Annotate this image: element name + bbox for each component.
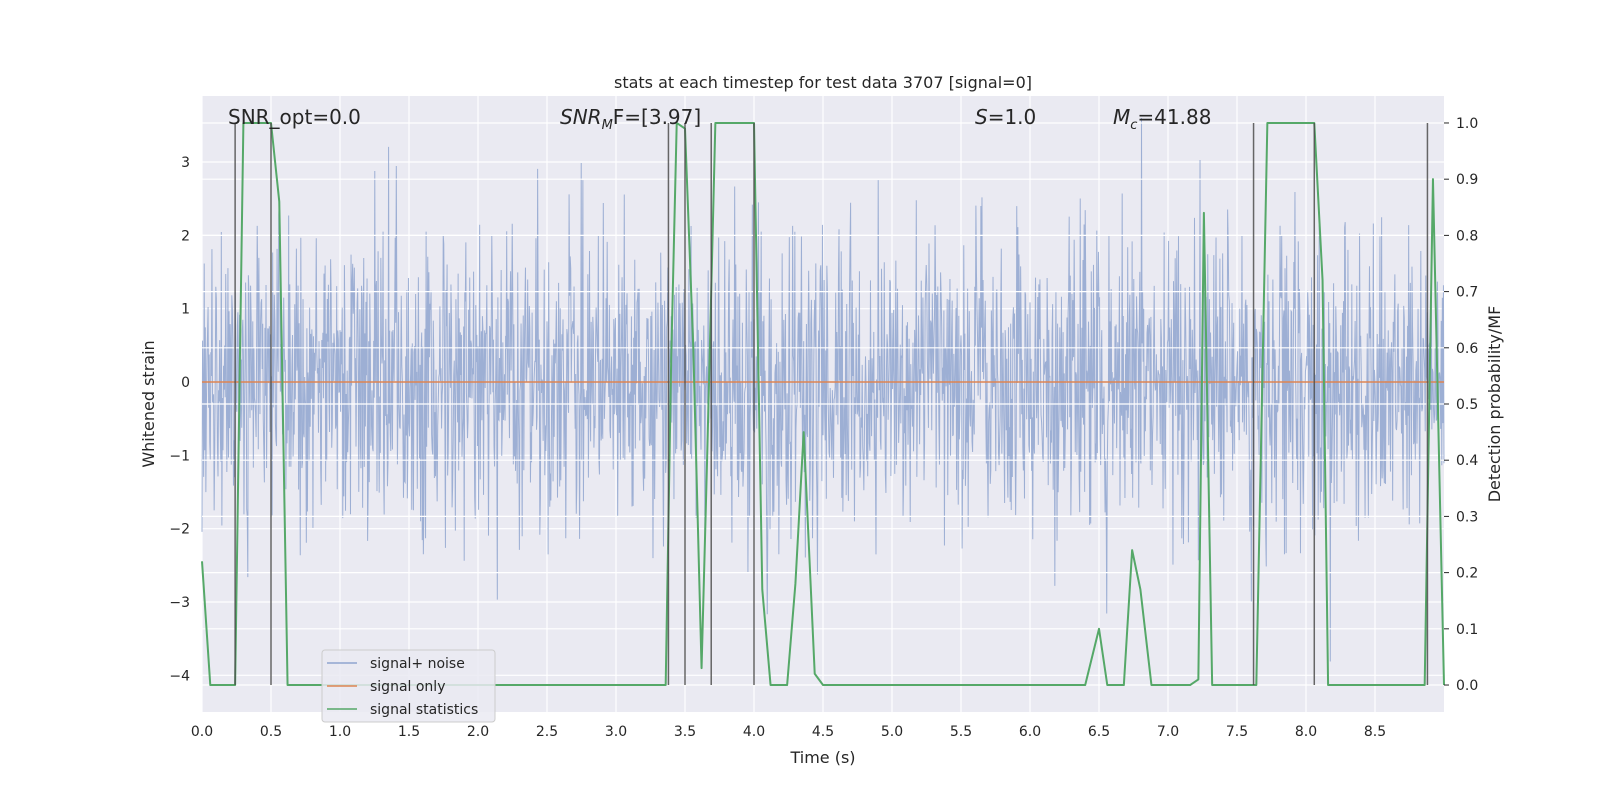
x-tick-label: 0.5 bbox=[260, 724, 282, 740]
legend: signal+ noise signal only signal statist… bbox=[321, 649, 496, 723]
y-left-tick-label: −4 bbox=[169, 668, 190, 684]
x-tick-label: 5.5 bbox=[950, 724, 972, 740]
annotation-snr-opt: SNR_opt=0.0 bbox=[228, 105, 361, 129]
annotation-mc-rest: =41.88 bbox=[1137, 105, 1211, 129]
y-left-tick-label: −1 bbox=[169, 448, 190, 464]
x-tick-label: 2.0 bbox=[467, 724, 489, 740]
x-tick-label: 8.5 bbox=[1364, 724, 1386, 740]
x-tick-label: 7.0 bbox=[1157, 724, 1179, 740]
y-left-tick-label: 0 bbox=[181, 375, 190, 391]
x-tick-label: 1.5 bbox=[398, 724, 420, 740]
y-right-tick-label: 0.5 bbox=[1456, 397, 1478, 413]
legend-label-signal-noise: signal+ noise bbox=[370, 656, 465, 672]
x-tick-label: 7.5 bbox=[1226, 724, 1248, 740]
x-tick-label: 2.5 bbox=[536, 724, 558, 740]
chart-title: stats at each timestep for test data 370… bbox=[614, 73, 1032, 92]
y-axis-label-right: Detection probability/MF bbox=[1485, 306, 1504, 503]
annotation-snr-mf-sub: M bbox=[602, 118, 613, 133]
y-right-tick-label: 0.1 bbox=[1456, 622, 1478, 638]
signal-noise-line bbox=[201, 117, 1445, 662]
x-tick-label: 6.0 bbox=[1019, 724, 1041, 740]
y-right-tick-label: 0.3 bbox=[1456, 509, 1478, 525]
x-tick-label: 3.0 bbox=[605, 724, 627, 740]
y-left-tick-label: −2 bbox=[169, 522, 190, 538]
y-right-tick-label: 0.0 bbox=[1456, 678, 1478, 694]
y-axis-label-left: Whitened strain bbox=[139, 340, 158, 467]
x-tick-label: 5.0 bbox=[881, 724, 903, 740]
y-left-tick-label: −3 bbox=[169, 595, 190, 611]
annotation-s-var: S bbox=[975, 105, 988, 129]
noise-series bbox=[201, 117, 1445, 662]
annotation-snr-mf-base: SNR bbox=[560, 105, 602, 129]
legend-label-signal-only: signal only bbox=[370, 679, 445, 695]
annotation-mc-sub: c bbox=[1130, 118, 1137, 133]
x-tick-label: 1.0 bbox=[329, 724, 351, 740]
y-left-tick-label: 1 bbox=[181, 302, 190, 318]
y-left-tick-label: 2 bbox=[181, 228, 190, 244]
x-axis-label: Time (s) bbox=[789, 748, 855, 767]
y-right-tick-label: 0.7 bbox=[1456, 285, 1478, 301]
x-tick-label: 4.0 bbox=[743, 724, 765, 740]
annotation-snr-mf: SNRMF=[3.97] bbox=[560, 105, 701, 133]
y-right-tick-label: 0.4 bbox=[1456, 453, 1478, 469]
vertical-markers bbox=[234, 122, 1429, 686]
y-right-tick-label: 0.9 bbox=[1456, 172, 1478, 188]
legend-label-signal-statistics: signal statistics bbox=[370, 702, 478, 718]
x-tick-label: 8.0 bbox=[1295, 724, 1317, 740]
annotation-snr-mf-rest: F=[3.97] bbox=[613, 105, 701, 129]
y-right-tick-label: 0.6 bbox=[1456, 341, 1478, 357]
tick-labels: 0.0 0.5 1.0 1.5 2.0 2.5 3.0 3.5 4.0 4.5 5.0 5.5 6.0 6… bbox=[169, 116, 1478, 740]
annotation-mc: Mc=41.88 bbox=[1113, 105, 1211, 133]
y-right-tick-label: 0.8 bbox=[1456, 228, 1478, 244]
annotation-s-rest: =1.0 bbox=[988, 105, 1037, 129]
legend-box bbox=[321, 649, 496, 723]
x-tick-label: 0.0 bbox=[191, 724, 213, 740]
annotation-mc-var: M bbox=[1113, 105, 1130, 129]
x-tick-label: 6.5 bbox=[1088, 724, 1110, 740]
x-tick-label: 3.5 bbox=[674, 724, 696, 740]
annotation-s: S=1.0 bbox=[975, 105, 1036, 129]
y-right-tick-label: 0.2 bbox=[1456, 566, 1478, 582]
y-left-tick-label: 3 bbox=[181, 155, 190, 171]
y-right-tick-label: 1.0 bbox=[1456, 116, 1478, 132]
x-tick-label: 4.5 bbox=[812, 724, 834, 740]
